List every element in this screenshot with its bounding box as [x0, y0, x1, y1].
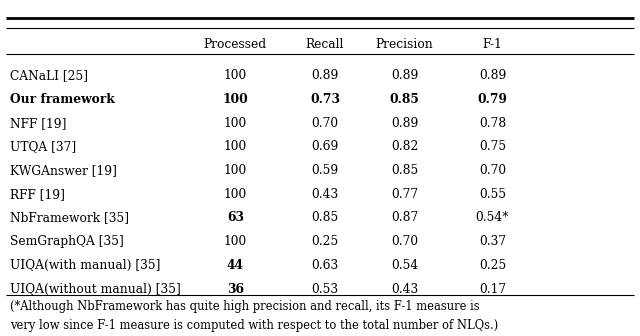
- Text: 0.25: 0.25: [312, 235, 339, 248]
- Text: 0.85: 0.85: [391, 164, 419, 177]
- Text: 100: 100: [224, 69, 247, 82]
- Text: 0.54: 0.54: [391, 259, 419, 272]
- Text: 0.78: 0.78: [479, 117, 506, 130]
- Text: 0.55: 0.55: [479, 188, 506, 201]
- Text: 0.70: 0.70: [391, 235, 418, 248]
- Text: 0.63: 0.63: [312, 259, 339, 272]
- Text: NbFramework [35]: NbFramework [35]: [10, 211, 129, 224]
- Text: 0.82: 0.82: [391, 140, 419, 153]
- Text: 0.59: 0.59: [312, 164, 339, 177]
- Text: 0.87: 0.87: [391, 211, 419, 224]
- Text: 0.77: 0.77: [391, 188, 418, 201]
- Text: 0.54*: 0.54*: [476, 211, 509, 224]
- Text: 100: 100: [224, 164, 247, 177]
- Text: 100: 100: [223, 93, 248, 106]
- Text: 36: 36: [227, 283, 244, 296]
- Text: SemGraphQA [35]: SemGraphQA [35]: [10, 235, 124, 248]
- Text: 0.17: 0.17: [479, 283, 506, 296]
- Text: UIQA(with manual) [35]: UIQA(with manual) [35]: [10, 259, 160, 272]
- Text: 0.70: 0.70: [479, 164, 506, 177]
- Text: 0.85: 0.85: [390, 93, 420, 106]
- Text: 0.89: 0.89: [391, 117, 419, 130]
- Text: UIQA(without manual) [35]: UIQA(without manual) [35]: [10, 283, 180, 296]
- Text: 0.53: 0.53: [312, 283, 339, 296]
- Text: Precision: Precision: [376, 38, 433, 51]
- Text: 0.75: 0.75: [479, 140, 506, 153]
- Text: 0.89: 0.89: [311, 69, 339, 82]
- Text: (*Although NbFramework has quite high precision and recall, its F-1 measure is: (*Although NbFramework has quite high pr…: [10, 300, 479, 313]
- Text: F-1: F-1: [483, 38, 502, 51]
- Text: KWGAnswer [19]: KWGAnswer [19]: [10, 164, 116, 177]
- Text: Recall: Recall: [306, 38, 344, 51]
- Text: 44: 44: [227, 259, 244, 272]
- Text: 100: 100: [224, 235, 247, 248]
- Text: 0.70: 0.70: [312, 117, 339, 130]
- Text: UTQA [37]: UTQA [37]: [10, 140, 76, 153]
- Text: Our framework: Our framework: [10, 93, 115, 106]
- Text: 0.85: 0.85: [312, 211, 339, 224]
- Text: very low since F-1 measure is computed with respect to the total number of NLQs.: very low since F-1 measure is computed w…: [10, 320, 498, 332]
- Text: 63: 63: [227, 211, 244, 224]
- Text: NFF [19]: NFF [19]: [10, 117, 66, 130]
- Text: RFF [19]: RFF [19]: [10, 188, 65, 201]
- Text: 0.69: 0.69: [311, 140, 339, 153]
- Text: 0.43: 0.43: [391, 283, 419, 296]
- Text: 100: 100: [224, 188, 247, 201]
- Text: 100: 100: [224, 140, 247, 153]
- Text: 0.73: 0.73: [310, 93, 340, 106]
- Text: 0.89: 0.89: [391, 69, 419, 82]
- Text: 0.37: 0.37: [479, 235, 506, 248]
- Text: Processed: Processed: [204, 38, 267, 51]
- Text: 0.89: 0.89: [479, 69, 506, 82]
- Text: 0.43: 0.43: [312, 188, 339, 201]
- Text: CANaLI [25]: CANaLI [25]: [10, 69, 88, 82]
- Text: 0.79: 0.79: [477, 93, 508, 106]
- Text: 100: 100: [224, 117, 247, 130]
- Text: 0.25: 0.25: [479, 259, 506, 272]
